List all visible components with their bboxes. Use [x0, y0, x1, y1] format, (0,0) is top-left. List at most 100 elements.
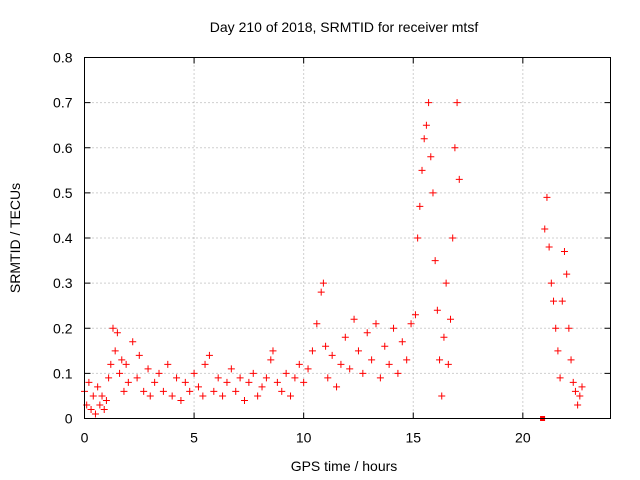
- data-point: [560, 248, 568, 256]
- data-point: [372, 320, 380, 328]
- data-point: [322, 342, 330, 350]
- x-tick-label: 20: [515, 430, 531, 446]
- data-point: [102, 396, 110, 404]
- data-point: [453, 99, 461, 107]
- data-point: [177, 396, 185, 404]
- data-point: [262, 374, 270, 382]
- data-point: [394, 369, 402, 377]
- data-point: [269, 347, 277, 355]
- data-point: [422, 121, 430, 129]
- data-point: [425, 99, 433, 107]
- data-point: [567, 356, 575, 364]
- data-point: [376, 374, 384, 382]
- x-tick-label: 10: [296, 430, 312, 446]
- data-point: [245, 378, 253, 386]
- data-point: [151, 378, 159, 386]
- plot-frame: [84, 57, 611, 419]
- data-point: [240, 396, 248, 404]
- data-point: [350, 315, 358, 323]
- data-point: [313, 320, 321, 328]
- y-tick-label: 0.1: [53, 365, 73, 381]
- data-point: [124, 378, 132, 386]
- data-point: [304, 365, 312, 373]
- data-point: [109, 324, 117, 332]
- y-tick-label: 0.6: [53, 140, 73, 156]
- data-point: [85, 378, 93, 386]
- data-point: [319, 279, 327, 287]
- data-point: [416, 202, 424, 210]
- data-point: [140, 387, 148, 395]
- data-point: [346, 365, 354, 373]
- y-tick-label: 0.3: [53, 275, 73, 291]
- data-point: [278, 387, 286, 395]
- data-point: [135, 351, 143, 359]
- y-tick-label: 0.8: [53, 50, 73, 66]
- y-tick-label: 0: [65, 411, 73, 427]
- data-point: [144, 365, 152, 373]
- data-point: [337, 360, 345, 368]
- data-point: [403, 356, 411, 364]
- x-axis: 0 5 10 15 20: [81, 57, 531, 446]
- y-tick-label: 0.5: [53, 185, 73, 201]
- data-point: [436, 356, 444, 364]
- data-point: [107, 360, 115, 368]
- data-point: [258, 383, 266, 391]
- data-point: [98, 392, 106, 400]
- data-point: [324, 374, 332, 382]
- data-point: [111, 347, 119, 355]
- data-point: [168, 392, 176, 400]
- data-point: [205, 351, 213, 359]
- data-points: [81, 99, 586, 421]
- data-point: [385, 360, 393, 368]
- data-point: [273, 378, 281, 386]
- data-point: [449, 234, 457, 242]
- data-point: [155, 369, 163, 377]
- data-point: [291, 374, 299, 382]
- data-point: [571, 387, 579, 395]
- data-point: [558, 297, 566, 305]
- data-point: [576, 392, 584, 400]
- data-point: [116, 369, 124, 377]
- data-point: [438, 392, 446, 400]
- data-point: [118, 356, 126, 364]
- data-point: [440, 333, 448, 341]
- data-point: [565, 324, 573, 332]
- data-point: [133, 374, 141, 382]
- data-point: [236, 374, 244, 382]
- data-point: [447, 315, 455, 323]
- data-point: [341, 333, 349, 341]
- data-point: [433, 306, 441, 314]
- data-point: [368, 356, 376, 364]
- data-point: [94, 383, 102, 391]
- data-point: [420, 135, 428, 143]
- data-point: [210, 387, 218, 395]
- y-tick-label: 0.4: [53, 230, 73, 246]
- data-point: [254, 392, 262, 400]
- data-point: [569, 378, 577, 386]
- data-point: [164, 360, 172, 368]
- data-point: [444, 360, 452, 368]
- data-point: [232, 387, 240, 395]
- data-point: [300, 378, 308, 386]
- data-point: [295, 360, 303, 368]
- x-tick-label: 0: [81, 430, 89, 446]
- y-axis-label: SRMTID / TECUs: [7, 183, 23, 293]
- x-tick-label: 5: [190, 430, 198, 446]
- data-point: [550, 297, 558, 305]
- data-point: [333, 383, 341, 391]
- data-point: [214, 374, 222, 382]
- data-point: [414, 234, 422, 242]
- data-point: [427, 153, 435, 161]
- data-point: [563, 270, 571, 278]
- x-tick-label: 15: [405, 430, 421, 446]
- y-tick-label: 0.7: [53, 95, 73, 111]
- data-point: [455, 175, 463, 183]
- data-point: [556, 374, 564, 382]
- data-point: [201, 360, 209, 368]
- y-tick-label: 0.2: [53, 320, 73, 336]
- data-point: [390, 324, 398, 332]
- data-point: [418, 166, 426, 174]
- data-point: [328, 351, 336, 359]
- data-point: [552, 324, 560, 332]
- data-point: [146, 392, 154, 400]
